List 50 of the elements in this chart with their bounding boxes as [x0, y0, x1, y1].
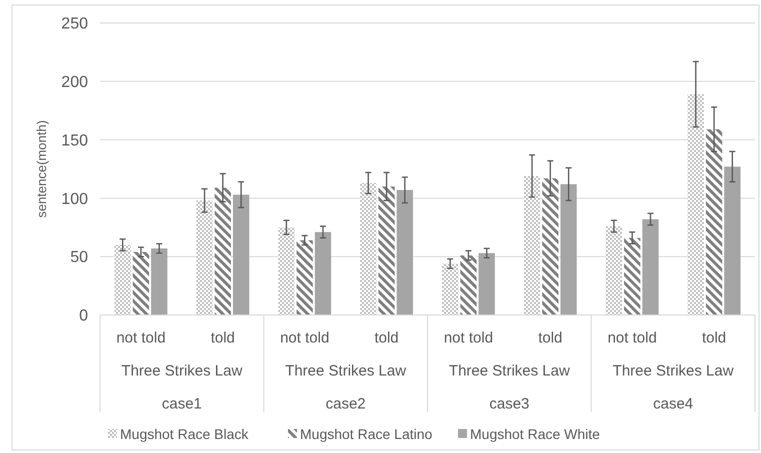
bar: [378, 186, 395, 315]
bar: [151, 248, 168, 315]
bar: [542, 178, 558, 315]
text: case1: [162, 395, 202, 412]
legend-label: Mugshot Race Latino: [300, 426, 433, 442]
text: case3: [489, 395, 530, 412]
text: case4: [653, 395, 694, 412]
bar: [278, 227, 295, 315]
bar: [724, 166, 740, 315]
y-tick-label: 150: [61, 132, 88, 150]
bar: [114, 244, 131, 315]
y-tick-label: 50: [70, 249, 88, 266]
legend-label: Mugshot Race Black: [120, 426, 250, 442]
text: Three Strikes Law: [121, 362, 242, 380]
bar: [524, 176, 540, 315]
bar: [296, 240, 313, 315]
bar: [314, 232, 332, 315]
bar: [360, 183, 376, 315]
bar: [642, 219, 659, 315]
bar: [606, 226, 622, 315]
x-tick-label: not told: [280, 329, 330, 346]
bar: [232, 194, 250, 315]
bar: [196, 200, 213, 315]
x-tick-label: told: [538, 329, 562, 346]
x-tick-label: told: [374, 329, 399, 346]
x-tick-label: not told: [116, 329, 166, 346]
bar: [396, 190, 413, 315]
y-tick-label: 250: [61, 16, 88, 33]
x-tick-label: not told: [444, 329, 494, 346]
y-axis-title: sentence(month): [34, 120, 49, 218]
x-tick-label: not told: [608, 329, 657, 346]
text: case2: [326, 395, 366, 412]
text: Three Strikes Law: [612, 362, 734, 380]
bar: [442, 264, 458, 315]
bar: [214, 188, 231, 315]
bar: [460, 255, 477, 315]
bar: [688, 94, 704, 315]
text: Three Strikes Law: [448, 362, 570, 380]
bar: [624, 238, 640, 315]
y-tick-label: 100: [61, 190, 88, 208]
x-tick-label: told: [702, 329, 726, 346]
x-tick-label: told: [210, 329, 235, 346]
y-tick-label: 0: [79, 308, 88, 325]
legend-label: Mugshot Race White: [470, 426, 600, 442]
text: Three Strikes Law: [285, 362, 406, 380]
bar: [706, 129, 722, 315]
y-tick-label: 200: [61, 74, 88, 91]
bar: [132, 252, 150, 315]
bar: [478, 253, 495, 315]
bar: [560, 184, 577, 315]
